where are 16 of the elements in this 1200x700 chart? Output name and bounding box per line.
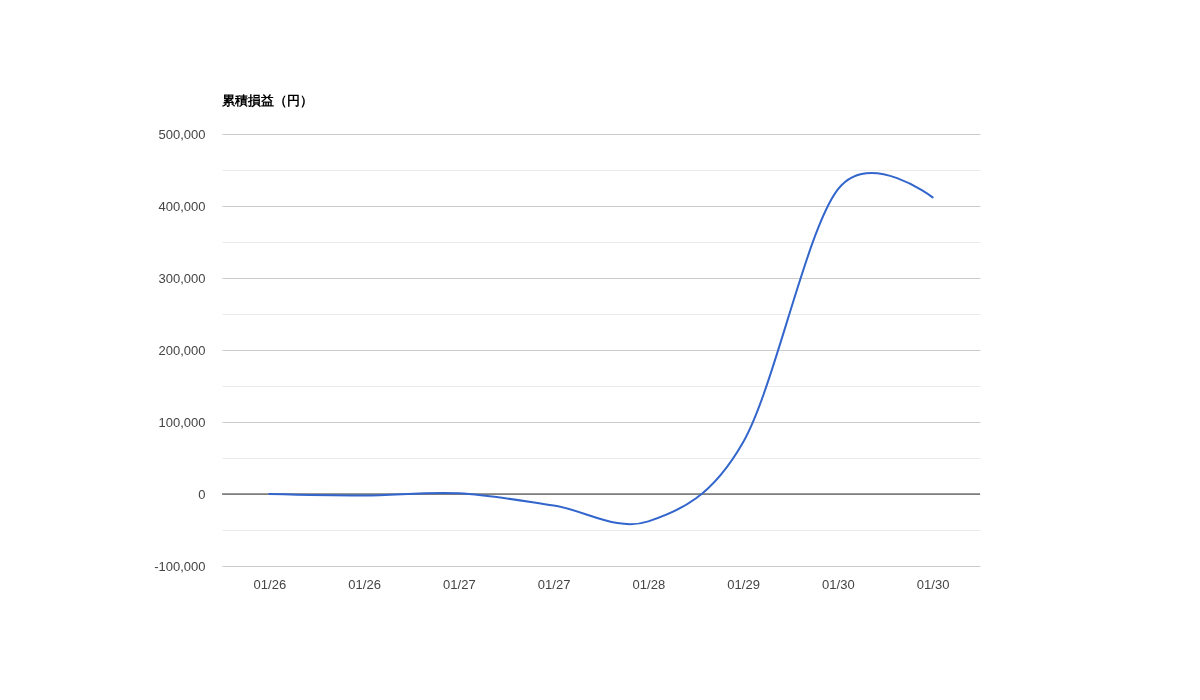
x-tick-label: 01/26 — [348, 576, 381, 592]
y-tick-label: 200,000 — [158, 342, 206, 358]
y-tick-label: 500,000 — [158, 126, 206, 142]
chart-title: 累積損益（円） — [221, 93, 313, 108]
x-tick-label: 01/27 — [537, 576, 571, 592]
x-tick-label: 01/26 — [253, 576, 287, 592]
y-tick-label: 0 — [198, 486, 206, 502]
y-tick-label: 400,000 — [158, 198, 206, 214]
x-tick-label: 01/29 — [727, 576, 760, 592]
y-tick-label: 300,000 — [158, 270, 206, 286]
x-tick-label: 01/30 — [916, 576, 950, 592]
x-tick-label: 01/28 — [632, 576, 666, 592]
y-tick-label: -100,000 — [154, 558, 206, 574]
x-tick-label: 01/27 — [443, 576, 476, 592]
x-tick-label: 01/30 — [822, 576, 855, 592]
y-tick-label: 100,000 — [158, 414, 206, 430]
